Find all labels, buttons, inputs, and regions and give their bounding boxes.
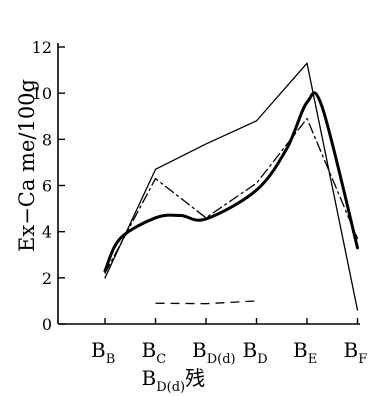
x-tick-label: BD(d)	[192, 338, 236, 367]
y-tick-label: 8	[42, 130, 52, 149]
x-tick-label: BC	[142, 338, 167, 367]
x-extra-label: BD(d)残	[142, 366, 206, 395]
series-line-4	[155, 300, 257, 305]
series-lines	[103, 62, 359, 311]
series-line-2	[104, 117, 359, 274]
x-categories: BB BC BD(d) BD BE BF BD(d)残	[91, 318, 367, 395]
y-tick-label: 4	[42, 223, 52, 242]
x-tick-label: BF	[344, 338, 368, 367]
axes	[57, 43, 360, 325]
x-tick-label: BE	[293, 338, 317, 367]
x-tick-label: BB	[91, 338, 115, 367]
y-tick-label: 0	[42, 315, 52, 334]
y-tick-label: 6	[42, 177, 52, 196]
y-ticks: 0 2 4 6 8 10 12	[32, 38, 65, 334]
y-tick-label: 2	[42, 269, 52, 288]
y-tick-label: 12	[32, 38, 52, 57]
series-line-3	[103, 91, 359, 273]
x-tick-label: BD	[243, 338, 268, 367]
series-line-1	[104, 62, 359, 311]
y-axis-label: Ex−Ca me/100g	[15, 79, 39, 252]
y-tick-label: 10	[32, 84, 52, 103]
